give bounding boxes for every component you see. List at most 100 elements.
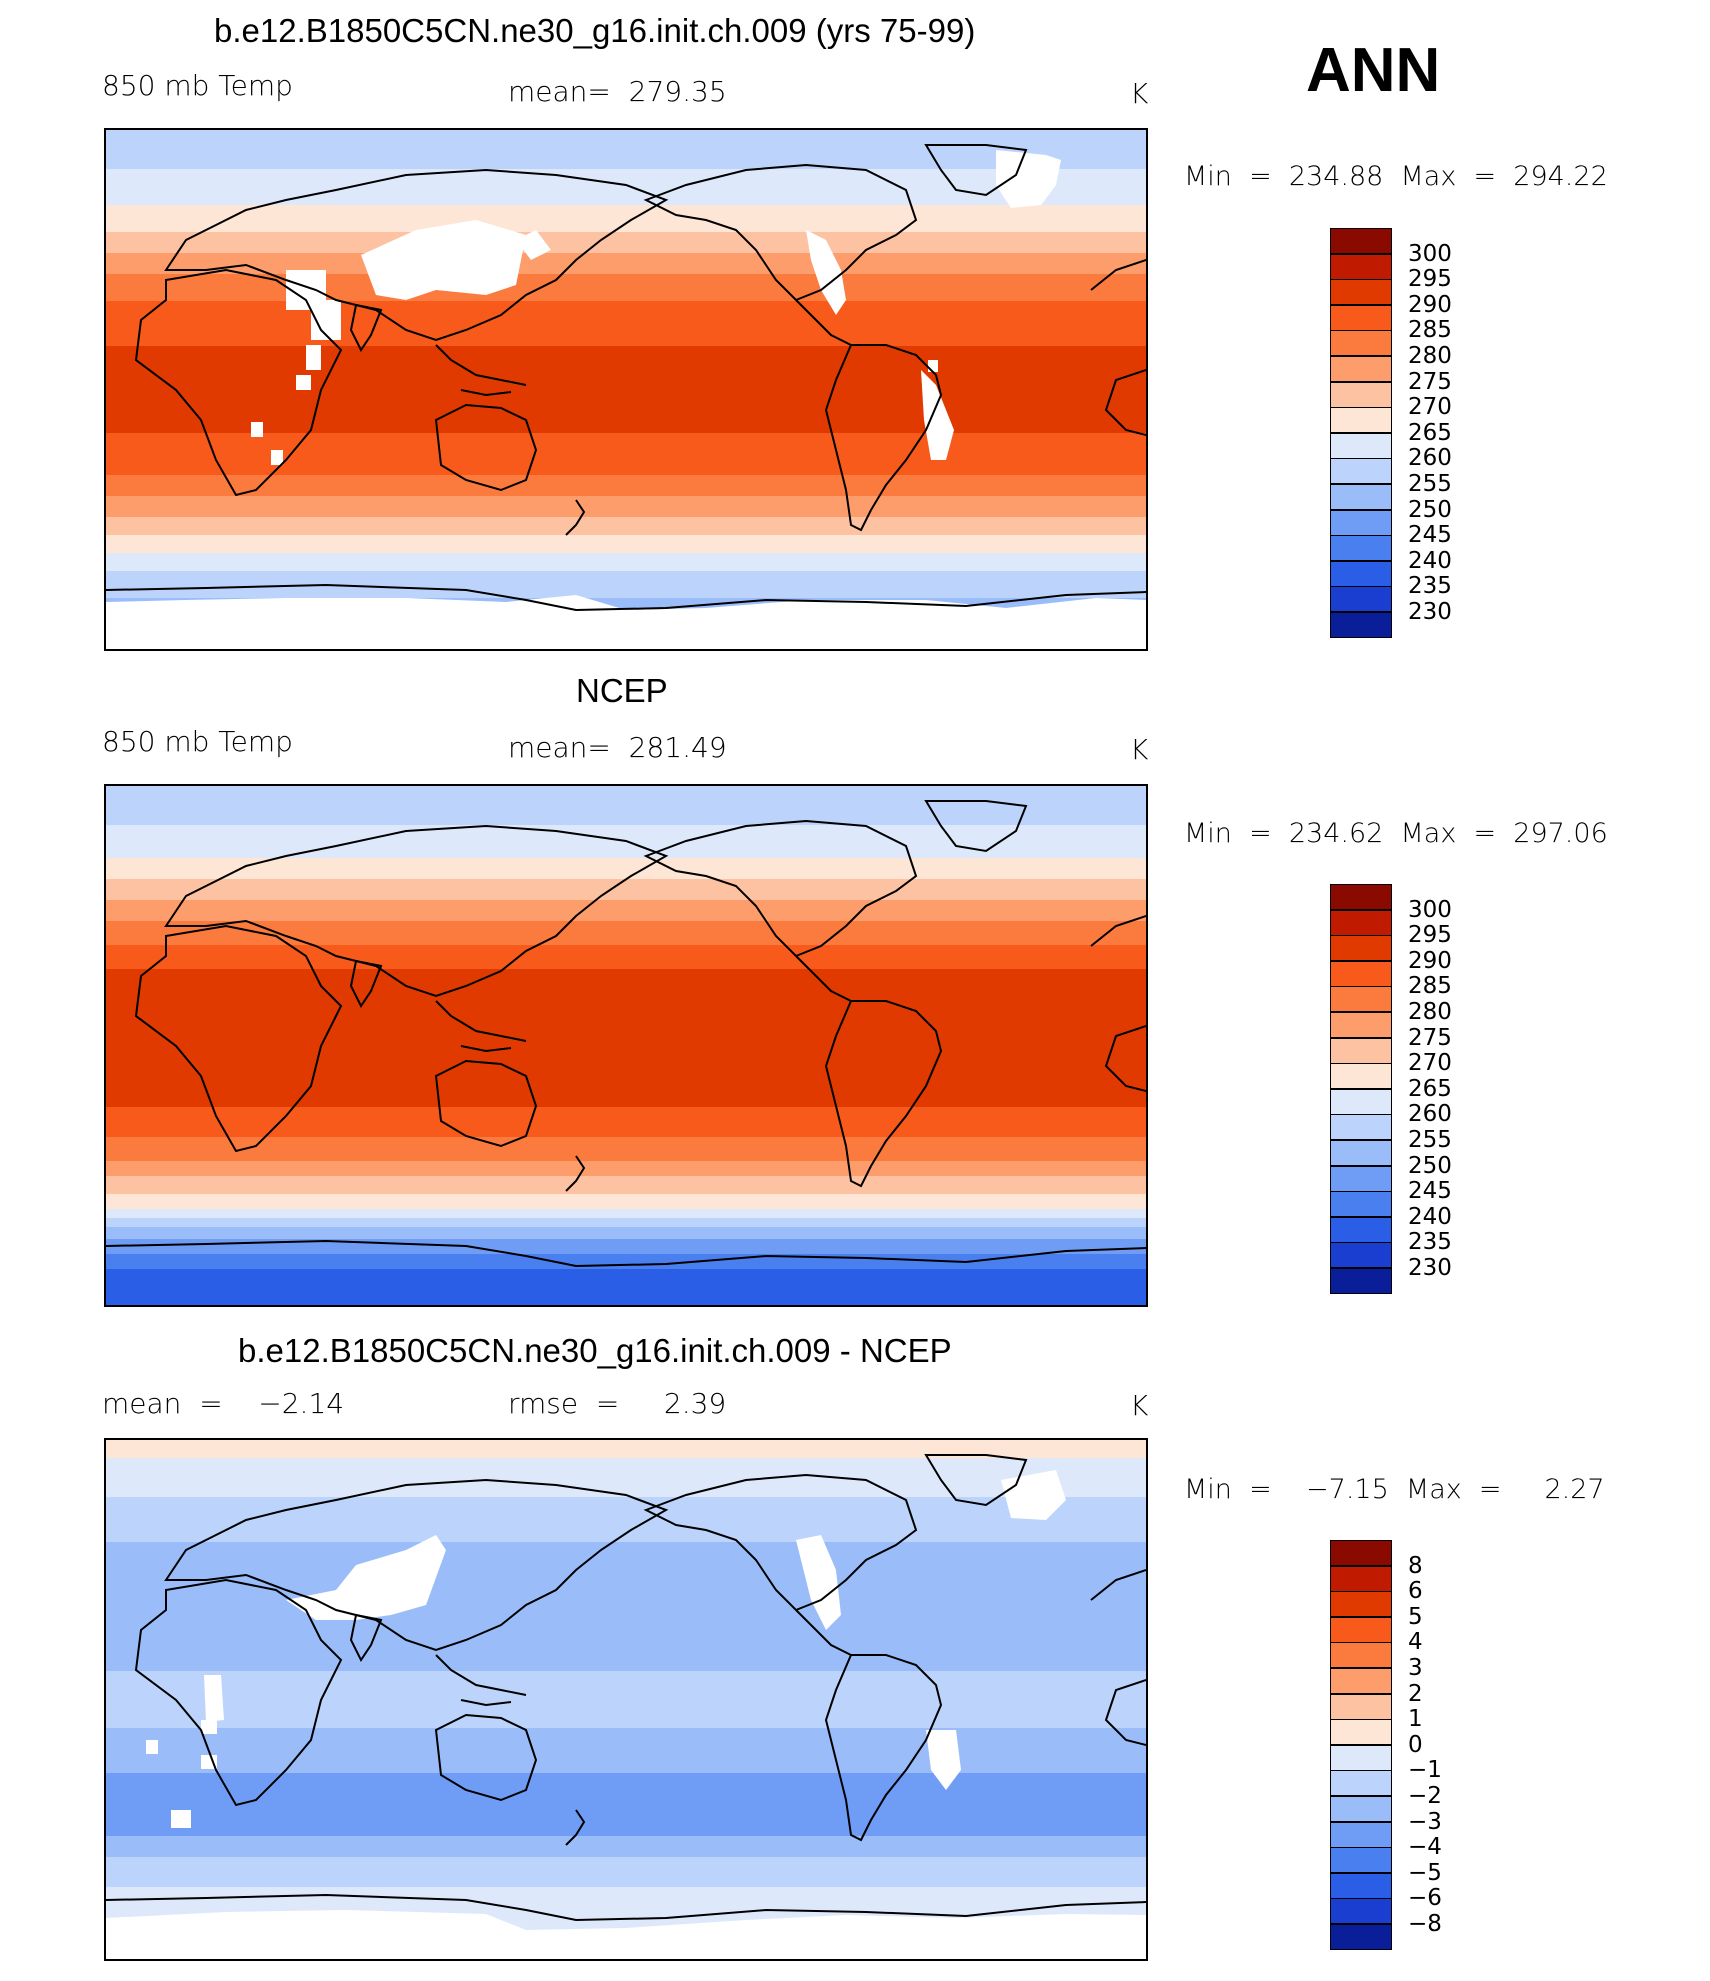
lat-band: [106, 1224, 1146, 1228]
lat-band: [106, 325, 1146, 329]
colorbar-label: 285: [1408, 973, 1452, 1000]
colorbar-label: 245: [1408, 522, 1452, 549]
lat-band: [106, 984, 1146, 988]
lat-band: [106, 541, 1146, 545]
lat-band: [106, 978, 1146, 982]
colorbar-cell: [1330, 1037, 1392, 1064]
lat-band: [106, 1455, 1146, 1459]
lat-band: [106, 1587, 1146, 1591]
lat-band: [106, 1011, 1146, 1015]
lat-band: [106, 1215, 1146, 1219]
lat-band: [106, 1680, 1146, 1684]
lat-band: [106, 529, 1146, 533]
lat-band: [106, 445, 1146, 449]
lat-band: [106, 352, 1146, 356]
lat-band: [106, 490, 1146, 494]
lat-band: [106, 1821, 1146, 1825]
panel-1-minmax: Min = 234.88 Max = 294.22: [1184, 161, 1608, 192]
lat-band: [106, 379, 1146, 383]
lat-band: [106, 1482, 1146, 1486]
lat-band: [106, 169, 1146, 173]
lat-band: [106, 1755, 1146, 1759]
lat-band: [106, 1266, 1146, 1270]
lat-band: [106, 1608, 1146, 1612]
lat-band: [106, 373, 1146, 377]
coastline: [795, 1609, 852, 1656]
lat-band: [106, 505, 1146, 509]
lat-band: [106, 1599, 1146, 1603]
lat-band: [106, 1041, 1146, 1045]
lat-band: [106, 250, 1146, 254]
lat-band: [106, 553, 1146, 557]
lat-band: [106, 1047, 1146, 1051]
colorbar-label: 260: [1408, 445, 1452, 472]
colorbar-label: 290: [1408, 947, 1452, 974]
colorbar-cell: [1330, 1872, 1392, 1899]
lat-band: [106, 1800, 1146, 1804]
lat-band: [106, 1173, 1146, 1177]
lat-band: [106, 1038, 1146, 1042]
lat-band: [106, 271, 1146, 275]
lat-band: [106, 154, 1146, 158]
colorbar-cell: [1330, 1668, 1392, 1694]
lat-band: [106, 1509, 1146, 1513]
lat-band: [106, 346, 1146, 350]
lat-band: [106, 1731, 1146, 1735]
lat-band: [106, 1614, 1146, 1618]
lat-band: [106, 1275, 1146, 1279]
lat-band: [106, 187, 1146, 191]
colorbar-cell: [1330, 1088, 1392, 1115]
lat-band: [106, 580, 1146, 584]
lat-band: [106, 1698, 1146, 1702]
lat-band: [106, 577, 1146, 581]
coastline: [643, 819, 918, 958]
lat-band: [106, 1665, 1146, 1669]
lat-band: [106, 322, 1146, 326]
lat-band: [106, 451, 1146, 455]
colorbar-label: −5: [1408, 1859, 1442, 1886]
colorbar-label: 270: [1408, 394, 1452, 421]
lat-band: [106, 924, 1146, 928]
lat-band: [106, 1296, 1146, 1300]
lat-band: [106, 819, 1146, 823]
lat-band: [106, 166, 1146, 170]
coastline: [824, 344, 943, 532]
lat-band: [106, 586, 1146, 590]
lat-band: [106, 343, 1146, 347]
lat-band: [106, 367, 1146, 371]
colorbar-cell: [1330, 304, 1392, 331]
lat-band: [106, 825, 1146, 829]
lat-band: [106, 1650, 1146, 1654]
lat-band: [106, 1590, 1146, 1594]
lat-band: [106, 858, 1146, 862]
lat-band: [106, 1443, 1146, 1447]
lat-band: [106, 1083, 1146, 1087]
lat-band: [106, 1179, 1146, 1183]
lat-band: [106, 223, 1146, 227]
lat-band: [106, 544, 1146, 548]
lat-band: [106, 1044, 1146, 1048]
colorbar-cell: [1330, 1242, 1392, 1269]
lat-band: [106, 472, 1146, 476]
colorbar-cell: [1330, 1191, 1392, 1218]
coastline: [1090, 259, 1146, 291]
lat-band: [106, 277, 1146, 281]
lat-band: [106, 1242, 1146, 1246]
colorbar-label: 240: [1408, 1203, 1452, 1230]
lat-band: [106, 358, 1146, 362]
lat-band: [106, 1227, 1146, 1231]
colorbar-label: 4: [1408, 1629, 1423, 1656]
lat-band: [106, 1467, 1146, 1471]
lat-band: [106, 253, 1146, 257]
lat-band: [106, 1023, 1146, 1027]
lat-band: [106, 190, 1146, 194]
colorbar-cell: [1330, 1063, 1392, 1090]
lat-band: [106, 1254, 1146, 1258]
coastline: [824, 1654, 943, 1842]
lat-band: [106, 1071, 1146, 1075]
coastline: [1090, 1569, 1146, 1601]
lat-band: [106, 421, 1146, 425]
colorbar-cell: [1330, 228, 1392, 254]
lat-band: [106, 1584, 1146, 1588]
lat-band: [106, 139, 1146, 143]
